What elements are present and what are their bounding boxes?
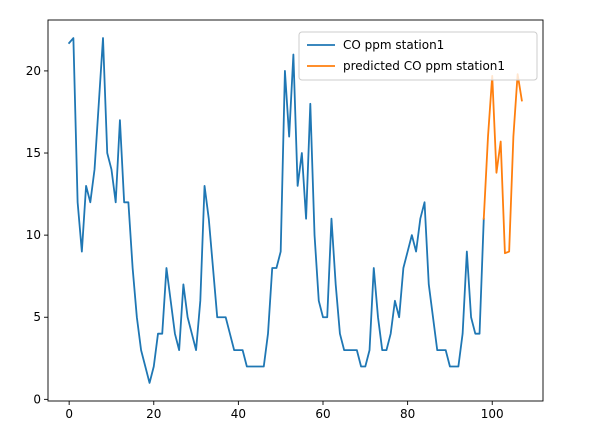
y-axis-ticks: 0 5 10 15 20 bbox=[26, 64, 48, 406]
y-tick-label: 10 bbox=[26, 228, 41, 242]
y-tick-label: 15 bbox=[26, 146, 41, 160]
x-tick-label: 20 bbox=[146, 407, 161, 421]
y-tick-label: 0 bbox=[33, 392, 41, 406]
y-tick-label: 5 bbox=[33, 310, 41, 324]
x-tick-label: 0 bbox=[65, 407, 73, 421]
x-tick-label: 100 bbox=[481, 407, 504, 421]
x-tick-label: 80 bbox=[400, 407, 415, 421]
legend: CO ppm station1 predicted CO ppm station1 bbox=[299, 32, 537, 80]
x-tick-label: 60 bbox=[315, 407, 330, 421]
x-tick-label: 40 bbox=[231, 407, 246, 421]
x-axis-ticks: 0 20 40 60 80 100 bbox=[65, 401, 503, 421]
y-tick-label: 20 bbox=[26, 64, 41, 78]
legend-label: CO ppm station1 bbox=[343, 38, 444, 52]
legend-label: predicted CO ppm station1 bbox=[343, 59, 505, 73]
